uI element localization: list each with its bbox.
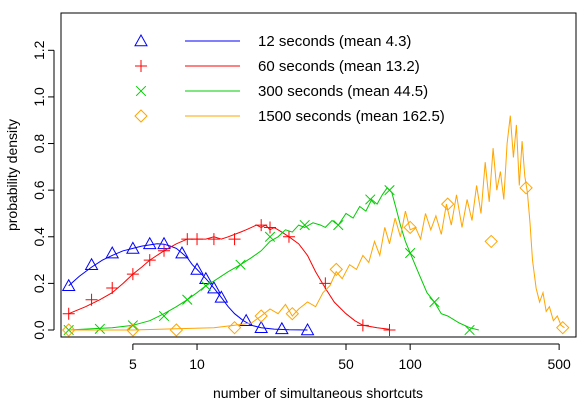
series-1: [61, 236, 315, 336]
data-point: [126, 241, 140, 254]
legend-marker: [135, 60, 147, 72]
data-point: [190, 262, 204, 275]
data-point: [274, 321, 289, 335]
plot-frame: [60, 12, 577, 338]
data-point: [356, 319, 369, 332]
legend-label: 12 seconds (mean 4.3): [258, 33, 411, 50]
series-line: [68, 115, 565, 331]
data-point: [126, 268, 139, 281]
x-tick-label: 100: [398, 356, 422, 372]
data-point: [61, 278, 76, 292]
data-point: [264, 231, 276, 242]
data-point: [329, 262, 343, 277]
x-tick-label: 50: [338, 356, 354, 372]
data-point: [62, 323, 76, 337]
data-point: [235, 259, 246, 270]
data-point: [127, 320, 139, 331]
data-point: [199, 271, 213, 285]
data-point: [84, 257, 99, 271]
data-point: [254, 309, 268, 323]
legend-item: 60 seconds (mean 13.2): [135, 58, 420, 75]
data-point: [333, 219, 344, 231]
series-4: [62, 115, 570, 337]
data-point: [214, 290, 229, 303]
axes: 5 10 50 100 500 0.0 0.2 0.4 0.6 0.8 1.0 1.2: [31, 40, 571, 372]
data-point: [556, 320, 570, 335]
y-tick-label: 0.2: [31, 273, 47, 293]
y-tick-label: 1.0: [31, 87, 47, 107]
data-point: [383, 324, 396, 337]
data-point: [282, 230, 295, 243]
data-point: [484, 234, 498, 249]
y-tick-label: 0.4: [31, 227, 47, 247]
data-point: [285, 306, 300, 321]
data-point: [254, 320, 269, 333]
legend-label: 60 seconds (mean 13.2): [258, 58, 420, 75]
series-line: [68, 187, 479, 331]
series-3: [63, 184, 479, 336]
data-point: [384, 184, 395, 196]
data-point: [182, 294, 193, 305]
data-point: [143, 254, 156, 267]
data-point: [191, 233, 204, 246]
data-point: [62, 307, 75, 320]
series-line: [68, 243, 308, 331]
series-2: [62, 219, 396, 337]
data-point: [319, 277, 332, 290]
legend-item: 1500 seconds (mean 162.5): [134, 108, 445, 125]
legend-marker: [134, 33, 148, 47]
data-point: [158, 244, 171, 257]
data-point: [227, 320, 242, 335]
data-point: [300, 322, 315, 336]
legend-marker: [135, 85, 147, 97]
data-point: [264, 221, 277, 234]
data-point: [106, 282, 119, 295]
data-point: [228, 233, 241, 246]
data-point: [403, 220, 417, 235]
data-point: [255, 219, 268, 232]
data-point: [175, 246, 189, 259]
data-point: [126, 323, 140, 337]
y-tick-label: 0.6: [31, 180, 47, 200]
x-tick-label: 5: [129, 356, 137, 372]
legend-item: 300 seconds (mean 44.5): [135, 83, 428, 100]
data-point: [158, 310, 170, 322]
x-tick-label: 500: [547, 356, 571, 372]
data-point: [464, 324, 475, 336]
y-tick-label: 0.0: [31, 320, 47, 340]
y-tick-label: 0.8: [31, 134, 47, 154]
legend-label: 1500 seconds (mean 162.5): [258, 108, 445, 125]
data-point: [207, 281, 221, 294]
y-axis-title: probability density: [4, 119, 20, 231]
x-tick-label: 10: [189, 356, 205, 372]
legend-label: 300 seconds (mean 44.5): [258, 83, 428, 100]
data-point: [169, 323, 184, 337]
x-axis-title: number of simultaneous shortcuts: [213, 385, 423, 401]
data-point: [105, 246, 120, 259]
data-point: [200, 280, 212, 291]
data-point: [429, 296, 440, 308]
data-point: [440, 197, 455, 211]
legend-item: 12 seconds (mean 4.3): [134, 33, 411, 50]
data-point: [365, 194, 376, 205]
legend: 12 seconds (mean 4.3) 60 seconds (mean 13…: [134, 33, 445, 125]
data-point: [519, 181, 533, 195]
data-point: [299, 219, 310, 231]
data-point: [94, 323, 106, 334]
data-point: [207, 233, 220, 246]
series-layer: [61, 115, 570, 337]
legend-marker: [134, 109, 148, 123]
data-point: [142, 236, 157, 250]
data-point: [405, 247, 416, 259]
y-tick-label: 1.2: [31, 40, 47, 60]
data-point: [85, 293, 98, 306]
data-point: [239, 313, 253, 326]
